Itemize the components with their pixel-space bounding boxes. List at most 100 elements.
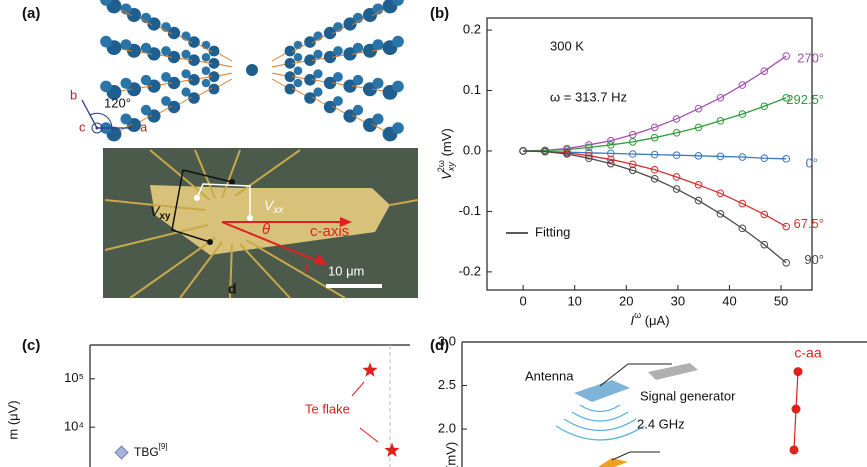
y-tick-label: 1.5 [438, 464, 456, 467]
y-axis-label: m (μV) [5, 400, 20, 439]
data-point [782, 222, 791, 231]
d-label: d [228, 281, 237, 297]
data-point [738, 110, 747, 118]
atom [181, 87, 191, 97]
fit-line [523, 150, 787, 264]
text: I [630, 313, 634, 328]
atom [293, 66, 303, 75]
series-label: c-aa [794, 345, 821, 361]
atom [343, 79, 357, 93]
angle-label: 120° [104, 95, 131, 110]
atom [181, 49, 191, 59]
star-point [362, 362, 378, 377]
data-point [760, 210, 769, 219]
text: ω [634, 310, 641, 320]
atom [208, 57, 220, 69]
antenna [574, 380, 630, 402]
data-point [760, 240, 769, 249]
data-point [738, 224, 747, 233]
atom [304, 36, 316, 48]
x-tick-label: 40 [722, 293, 736, 308]
scale-label: 10 μm [328, 263, 364, 278]
series-label: 270° [797, 51, 824, 66]
atom [284, 83, 296, 95]
atom [120, 77, 132, 89]
x-tick-label: 20 [619, 293, 633, 308]
atom [284, 71, 296, 83]
text: xx [272, 205, 284, 216]
label: 2.4 GHz [637, 416, 685, 431]
data-point [791, 404, 801, 414]
atom [100, 0, 112, 6]
y-tick-label: 2.5 [438, 377, 456, 392]
atom [161, 46, 171, 56]
data-point [628, 166, 637, 175]
y-axis-label: (mV) [443, 442, 458, 467]
data-point [716, 152, 725, 161]
pointer [359, 427, 379, 443]
annotation: Te flake [305, 401, 350, 416]
text: xy [159, 211, 171, 222]
y-tick-label: -0.1 [459, 203, 481, 218]
atom [201, 53, 211, 62]
atom [201, 40, 211, 50]
text: V [439, 170, 454, 180]
data-point [672, 151, 681, 160]
annotation: 300 K [550, 38, 584, 53]
atom [352, 104, 364, 116]
text: (mV) [439, 128, 454, 156]
atom [293, 40, 303, 50]
atom [208, 45, 220, 57]
atom [284, 57, 296, 69]
atom [313, 87, 323, 97]
signal-generator [648, 363, 698, 380]
atom [343, 47, 357, 61]
atom [147, 17, 161, 31]
series-label: 67.5° [793, 216, 824, 231]
contact [229, 179, 235, 185]
data-point [519, 147, 527, 155]
data-point [672, 173, 681, 181]
text: [9] [159, 442, 168, 451]
data-point [650, 165, 659, 174]
data-point [738, 81, 747, 89]
panel-label: (b) [430, 5, 449, 22]
atom [304, 74, 316, 86]
atom [392, 0, 404, 6]
annotation: ω = 313.7 Hz [550, 89, 627, 104]
data-point [760, 102, 769, 111]
y-tick-label: 10⁵ [64, 370, 84, 385]
data-point [793, 367, 803, 377]
data-point [760, 67, 769, 75]
arrowhead [340, 217, 352, 227]
data-point [694, 123, 703, 132]
data-point [607, 136, 615, 145]
y-tick-label: 0.0 [463, 142, 481, 157]
panel-c: (c) Te flake m (μV) 10³10⁴10⁵TBG[9] [5, 337, 410, 467]
contact [207, 239, 213, 245]
text: (μA) [645, 313, 670, 328]
data-point [585, 154, 593, 163]
data-point [607, 155, 615, 164]
vxy-wire [171, 169, 233, 243]
data-point [716, 189, 725, 198]
atom [188, 54, 200, 66]
text: TBG [134, 445, 159, 459]
atom [392, 122, 404, 134]
axes-icon: b 120° c a [70, 87, 148, 134]
data-point [782, 155, 791, 163]
atom [392, 35, 404, 48]
pointer [351, 381, 365, 397]
data-point [585, 152, 593, 160]
legend-label: TBG[9] [134, 442, 168, 459]
atom [372, 3, 384, 15]
vxx-label: Vxx [264, 197, 284, 216]
atom [313, 69, 323, 79]
atom [140, 74, 152, 86]
atom [343, 109, 357, 123]
data-point [694, 196, 703, 205]
theta-label: θ [262, 221, 270, 238]
panel-a: (a) b 120° c a [22, 0, 419, 299]
contact [194, 195, 200, 201]
